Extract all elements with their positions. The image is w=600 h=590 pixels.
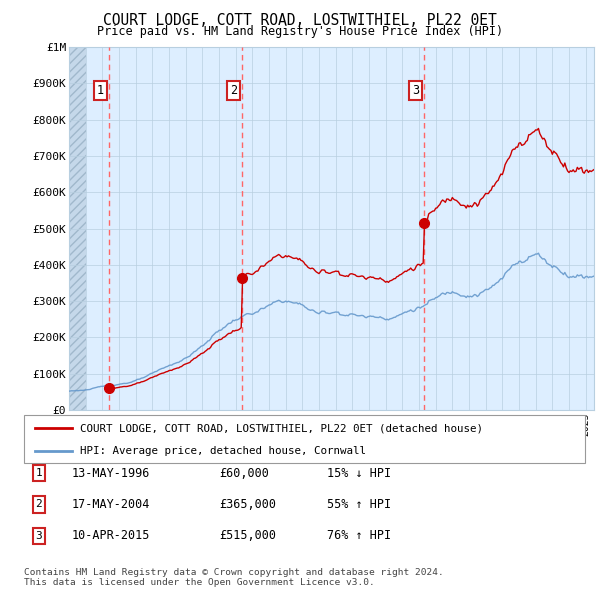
Text: HPI: Average price, detached house, Cornwall: HPI: Average price, detached house, Corn… xyxy=(80,446,366,456)
Text: £365,000: £365,000 xyxy=(219,498,276,511)
Text: COURT LODGE, COTT ROAD, LOSTWITHIEL, PL22 0ET: COURT LODGE, COTT ROAD, LOSTWITHIEL, PL2… xyxy=(103,13,497,28)
Text: COURT LODGE, COTT ROAD, LOSTWITHIEL, PL22 0ET (detached house): COURT LODGE, COTT ROAD, LOSTWITHIEL, PL2… xyxy=(80,423,483,433)
Text: £60,000: £60,000 xyxy=(219,467,269,480)
Text: 2: 2 xyxy=(230,84,237,97)
Text: 10-APR-2015: 10-APR-2015 xyxy=(72,529,151,542)
Bar xyxy=(69,47,86,410)
Text: 13-MAY-1996: 13-MAY-1996 xyxy=(72,467,151,480)
Text: 1: 1 xyxy=(35,468,43,478)
Text: Price paid vs. HM Land Registry's House Price Index (HPI): Price paid vs. HM Land Registry's House … xyxy=(97,25,503,38)
Text: 17-MAY-2004: 17-MAY-2004 xyxy=(72,498,151,511)
Text: Contains HM Land Registry data © Crown copyright and database right 2024.
This d: Contains HM Land Registry data © Crown c… xyxy=(24,568,444,587)
Text: 1: 1 xyxy=(97,84,104,97)
Text: 15% ↓ HPI: 15% ↓ HPI xyxy=(327,467,391,480)
Text: 3: 3 xyxy=(35,531,43,540)
Text: 2: 2 xyxy=(35,500,43,509)
Text: 3: 3 xyxy=(412,84,419,97)
FancyBboxPatch shape xyxy=(24,415,585,463)
Text: 55% ↑ HPI: 55% ↑ HPI xyxy=(327,498,391,511)
Text: £515,000: £515,000 xyxy=(219,529,276,542)
Text: 76% ↑ HPI: 76% ↑ HPI xyxy=(327,529,391,542)
